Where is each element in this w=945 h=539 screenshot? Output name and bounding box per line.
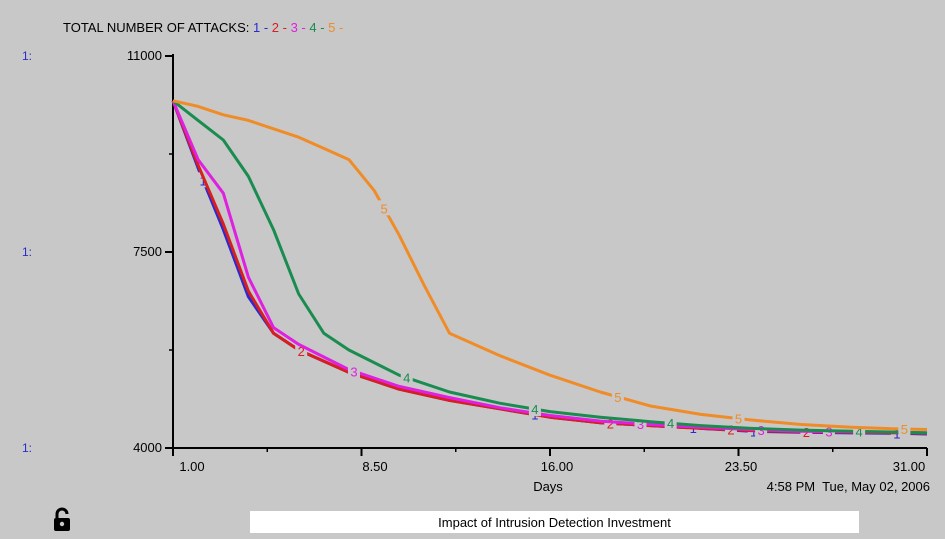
y-tick-label-top: 11000: [127, 48, 162, 63]
legend-entry-5: 5 -: [325, 20, 344, 35]
x-tick-label-5: 31.00: [893, 459, 926, 474]
series-marker-3: 3: [350, 364, 357, 379]
series-marker-2: 2: [607, 416, 614, 431]
series-line-4: [172, 99, 928, 435]
series-marker-5: 5: [735, 412, 742, 427]
y-tick-label-mid: 7500: [133, 244, 162, 259]
series-line-1: [171, 100, 928, 436]
series-marker-5: 5: [901, 422, 908, 437]
series-marker-bg: [732, 410, 745, 426]
series-marker-5: 5: [614, 390, 621, 405]
series-group: 111112222333344445555: [171, 99, 928, 441]
x-tick-label-2: 8.50: [362, 459, 387, 474]
series-marker-3: 3: [637, 417, 644, 432]
series-marker-5: 5: [381, 201, 388, 216]
chart-title: TOTAL NUMBER OF ATTACKS: 1 - 2 - 3 - 4 -…: [63, 20, 343, 35]
axes: [165, 54, 928, 456]
y-side-label-top: 1:: [22, 49, 32, 63]
series-marker-4: 4: [531, 402, 538, 417]
series-marker-2: 2: [298, 344, 305, 359]
legend-entry-4: 4 -: [306, 20, 325, 35]
y-side-label-bottom: 1:: [22, 441, 32, 455]
chart-caption: Impact of Intrusion Detection Investment: [250, 511, 859, 533]
series-marker-4: 4: [856, 424, 863, 439]
lock-icon[interactable]: [52, 507, 72, 533]
series-marker-3: 3: [758, 423, 765, 438]
y-side-label-mid: 1:: [22, 245, 32, 259]
series-line-2: [171, 100, 928, 435]
series-marker-bg: [611, 388, 624, 404]
x-axis-label: Days: [533, 479, 563, 494]
series-line-5: [172, 99, 928, 431]
series-line-3: [171, 100, 928, 435]
series-marker-bg: [347, 363, 360, 379]
x-tick-label-1: 1.00: [179, 459, 204, 474]
series-marker-bg: [664, 415, 677, 431]
legend-entry-1: 1 -: [253, 20, 268, 35]
x-tick-label-3: 16.00: [541, 459, 574, 474]
timestamp: 4:58 PM Tue, May 02, 2006: [767, 479, 930, 494]
series-marker-4: 4: [403, 371, 410, 386]
y-tick-label-bottom: 4000: [133, 440, 162, 455]
series-marker-bg: [528, 401, 541, 417]
legend-entry-2: 2 -: [268, 20, 287, 35]
legend-entry-3: 3 -: [287, 20, 306, 35]
series-marker-bg: [378, 200, 391, 216]
series-marker-bg: [898, 421, 911, 437]
series-marker-4: 4: [667, 416, 674, 431]
x-tick-label-4: 23.50: [725, 459, 758, 474]
series-marker-bg: [400, 369, 413, 385]
series-marker-1: 1: [200, 173, 207, 188]
series-marker-2: 2: [727, 423, 734, 438]
